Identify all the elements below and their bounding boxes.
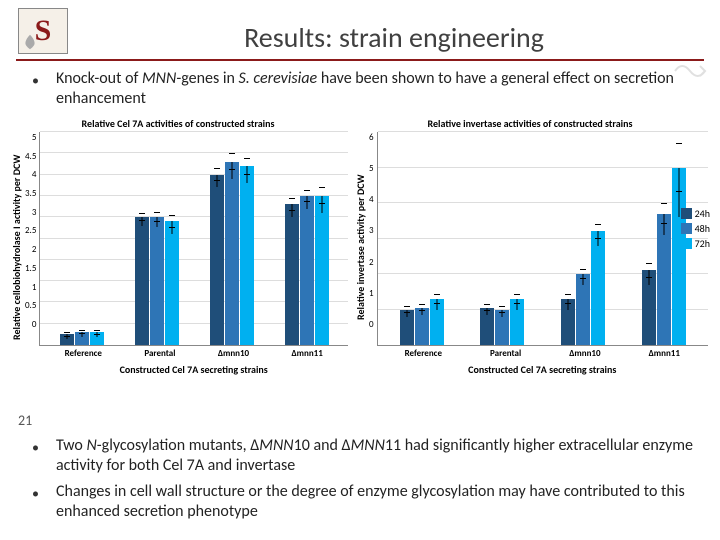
chart-left-ylabel: Relative cellobiohydrolase I activity pe…: [8, 132, 25, 362]
legend-24h-label: 24h: [695, 207, 710, 220]
chart-left: Relative Cel 7A activities of constructe…: [8, 117, 348, 362]
bullet-1: • Two N-glycosylation mutants, ΔMNN10 an…: [0, 436, 720, 476]
legend-48h: 48h: [681, 222, 710, 235]
legend-24h: 24h: [681, 207, 710, 220]
chart-right-xlabel: Constructed Cel 7A secreting strains: [377, 363, 708, 376]
charts-row: Relative Cel 7A activities of constructe…: [0, 115, 720, 362]
bullet-2: • Changes in cell wall structure or the …: [0, 482, 720, 522]
divider: [16, 59, 704, 61]
bullet-top: • Knock-out of MNN-genes in S. cerevisia…: [0, 69, 720, 109]
bottom-bullets: • Two N-glycosylation mutants, ΔMNN10 an…: [0, 436, 720, 528]
chart-right: Relative invertase activities of constru…: [352, 117, 708, 362]
bullet-1-text: Two N-glycosylation mutants, ΔMNN10 and …: [56, 436, 702, 476]
chart-left-yticks: 54.543.532.521.510.50: [25, 132, 39, 346]
chart-left-plot: [39, 132, 348, 346]
chart-right-xlabels: ReferenceParentalΔmnn10Δmnn11: [377, 346, 708, 359]
page-number: 21: [18, 412, 32, 429]
oak-leaf-icon: [21, 33, 39, 51]
bullet-marker: •: [32, 436, 56, 476]
legend-48h-label: 48h: [695, 222, 710, 235]
chart-right-ylabel: Relative invertase activity per DCW: [352, 132, 369, 362]
legend-72h-label: 72h: [695, 237, 710, 250]
chart-left-xlabels: ReferenceParentalΔmnn10Δmnn11: [39, 346, 348, 359]
chart-right-plot: [377, 132, 708, 346]
watermark-icon: [670, 56, 710, 86]
bullet-marker: •: [32, 482, 56, 522]
legend: 24h 48h 72h: [681, 207, 710, 252]
chart-right-yticks: 6543210: [369, 132, 377, 346]
university-logo: S: [18, 8, 68, 54]
chart-right-title: Relative invertase activities of constru…: [352, 117, 708, 130]
legend-72h: 72h: [681, 237, 710, 250]
header: S Results: strain engineering: [0, 0, 720, 55]
bullet-text-top: Knock-out of MNN-genes in S. cerevisiae …: [56, 69, 702, 109]
chart-left-xlabel: Constructed Cel 7A secreting strains: [39, 363, 348, 376]
slide-title: Results: strain engineering: [68, 8, 720, 55]
bullet-marker: •: [32, 69, 56, 109]
chart-left-title: Relative Cel 7A activities of constructe…: [8, 117, 348, 130]
bullet-2-text: Changes in cell wall structure or the de…: [56, 482, 702, 522]
